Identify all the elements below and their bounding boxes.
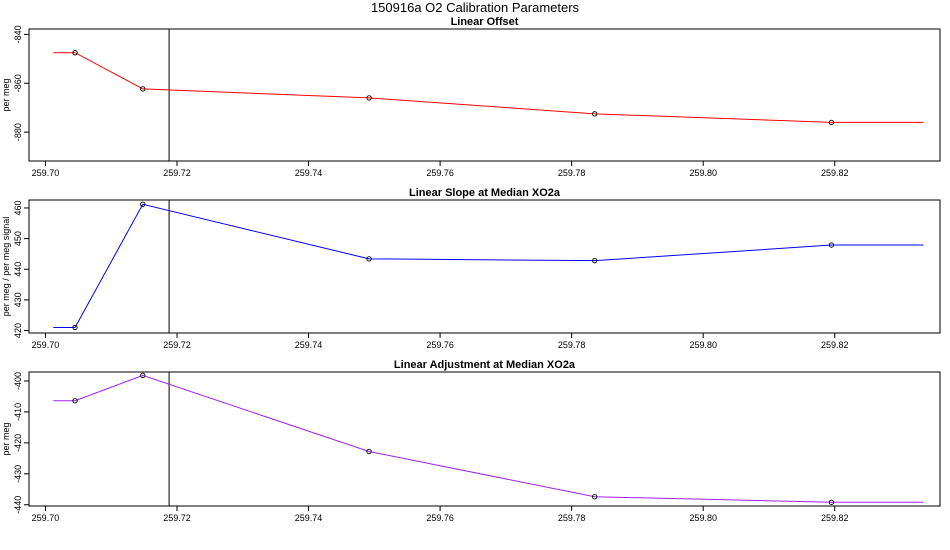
- linear-offset-x-tick-label: 259.78: [558, 168, 586, 178]
- linear-adjustment-x-tick-label: 259.78: [558, 513, 586, 523]
- panel-linear-offset: Linear Offset per meg 259.70 259.72 259.74 25…: [1, 16, 941, 178]
- linear-slope-x-tick-label: 259.72: [163, 340, 191, 350]
- linear-offset-point: [592, 111, 598, 117]
- linear-offset-x-tick-label: 259.70: [32, 168, 60, 178]
- linear-offset-x-tick-label: 259.76: [426, 168, 454, 178]
- linear-adjustment-x-tick-label: 259.72: [163, 513, 191, 523]
- linear-slope-x-tick-label: 259.74: [295, 340, 323, 350]
- linear-adjustment-point: [72, 398, 78, 404]
- linear-adjustment-series-line: [53, 374, 924, 503]
- linear-adjustment-frame: [28, 371, 941, 507]
- linear-slope-frame: [28, 199, 941, 334]
- linear-offset-x-tick-label: 259.82: [821, 168, 849, 178]
- linear-offset-ylabel: per meg: [1, 78, 11, 111]
- linear-adjustment-ylabel: per meg: [1, 422, 11, 455]
- linear-slope-y-tick-label: 420: [13, 323, 23, 338]
- linear-slope-point: [140, 201, 146, 207]
- linear-slope-point: [366, 256, 372, 262]
- linear-offset-frame: [28, 28, 941, 162]
- linear-slope-x-tick-label: 259.80: [689, 340, 717, 350]
- linear-offset-x-tick-label: 259.80: [689, 168, 717, 178]
- linear-slope-y-tick-label: 460: [13, 200, 23, 215]
- linear-adjustment-point: [828, 499, 835, 505]
- linear-slope-ylabel: per meg / per meg signal: [1, 217, 11, 317]
- linear-adjustment-title: Linear Adjustment at Median XO2a: [394, 359, 576, 371]
- linear-slope-y-tick-label: 430: [13, 292, 23, 307]
- linear-offset-point: [72, 50, 78, 56]
- linear-adjustment-y-tick-label: -430: [13, 465, 23, 483]
- linear-offset-x-tick-label: 259.74: [295, 168, 323, 178]
- linear-adjustment-x-tick-label: 259.76: [426, 513, 454, 523]
- linear-adjustment-point: [592, 494, 598, 500]
- linear-slope-point: [592, 258, 598, 264]
- linear-adjustment-point: [366, 448, 372, 455]
- linear-adjustment-y-tick-label: -420: [13, 434, 23, 452]
- linear-adjustment-point: [140, 372, 146, 379]
- linear-offset-x-tick-label: 259.72: [163, 168, 191, 178]
- linear-offset-point: [828, 119, 835, 126]
- linear-slope-x-tick-label: 259.78: [558, 340, 586, 350]
- linear-adjustment-y-tick-label: -440: [13, 496, 23, 514]
- linear-adjustment-x-tick-label: 259.82: [821, 513, 849, 523]
- linear-slope-y-tick-label: 450: [13, 231, 23, 246]
- linear-adjustment-y-tick-label: -400: [13, 372, 23, 390]
- panel-linear-adjustment: Linear Adjustment at Median XO2a per meg 2…: [1, 359, 941, 523]
- linear-slope-y-tick-label: 440: [13, 262, 23, 277]
- linear-adjustment-y-tick-label: -410: [13, 403, 23, 421]
- linear-slope-x-tick-label: 259.76: [426, 340, 454, 350]
- linear-offset-y-tick-label: -840: [13, 25, 23, 43]
- linear-slope-title: Linear Slope at Median XO2a: [409, 187, 561, 199]
- linear-adjustment-x-tick-label: 259.70: [32, 513, 60, 523]
- linear-offset-point: [366, 95, 372, 101]
- linear-slope-x-tick-label: 259.82: [821, 340, 849, 350]
- linear-offset-title: Linear Offset: [451, 16, 519, 28]
- linear-slope-point: [828, 242, 835, 248]
- figure-title: 150916a O2 Calibration Parameters: [371, 0, 580, 15]
- panel-linear-slope: Linear Slope at Median XO2a per meg / per…: [1, 187, 941, 350]
- linear-offset-series-line: [53, 52, 924, 123]
- linear-slope-x-tick-label: 259.70: [32, 340, 60, 350]
- linear-slope-point: [72, 324, 78, 331]
- linear-adjustment-x-tick-label: 259.80: [689, 513, 717, 523]
- linear-offset-y-tick-label: -860: [13, 74, 23, 92]
- linear-offset-point: [140, 86, 146, 92]
- linear-adjustment-x-tick-label: 259.74: [295, 513, 323, 523]
- linear-slope-series-line: [53, 203, 924, 328]
- linear-offset-y-tick-label: -880: [13, 123, 23, 141]
